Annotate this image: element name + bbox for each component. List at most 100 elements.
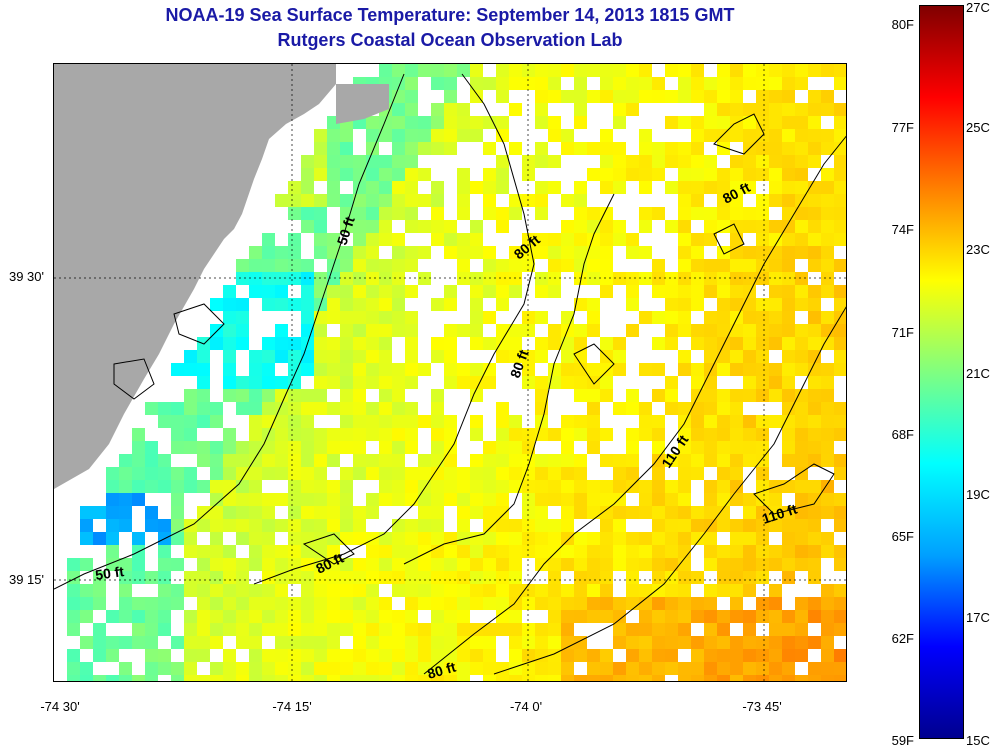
sst-pixel: [353, 376, 366, 389]
sst-pixel: [509, 480, 522, 493]
sst-pixel: [275, 623, 288, 636]
sst-pixel: [444, 103, 457, 116]
sst-pixel: [808, 142, 821, 155]
sst-pixel: [106, 545, 119, 558]
sst-pixel: [288, 454, 301, 467]
sst-pixel: [262, 571, 275, 584]
sst-pixel: [574, 376, 587, 389]
sst-pixel: [223, 298, 236, 311]
sst-pixel: [691, 285, 704, 298]
sst-pixel: [444, 90, 457, 103]
sst-pixel: [652, 207, 665, 220]
sst-pixel: [730, 532, 743, 545]
sst-pixel: [392, 519, 405, 532]
sst-pixel: [340, 493, 353, 506]
sst-pixel: [379, 168, 392, 181]
sst-pixel: [392, 324, 405, 337]
sst-pixel: [821, 168, 834, 181]
sst-pixel: [600, 532, 613, 545]
sst-pixel: [587, 363, 600, 376]
sst-pixel: [470, 324, 483, 337]
sst-pixel: [548, 324, 561, 337]
sst-pixel: [197, 454, 210, 467]
sst-pixel: [275, 649, 288, 662]
sst-pixel: [639, 623, 652, 636]
sst-pixel: [301, 623, 314, 636]
sst-pixel: [561, 584, 574, 597]
sst-pixel: [626, 675, 639, 681]
sst-pixel: [613, 467, 626, 480]
sst-pixel: [691, 571, 704, 584]
sst-pixel: [392, 155, 405, 168]
sst-pixel: [301, 519, 314, 532]
sst-pixel: [548, 584, 561, 597]
sst-pixel: [314, 584, 327, 597]
sst-pixel: [366, 194, 379, 207]
sst-pixel: [353, 441, 366, 454]
sst-pixel: [379, 311, 392, 324]
sst-pixel: [418, 623, 431, 636]
sst-pixel: [275, 467, 288, 480]
sst-pixel: [483, 480, 496, 493]
sst-pixel: [743, 64, 756, 77]
sst-pixel: [821, 623, 834, 636]
sst-pixel: [522, 597, 535, 610]
sst-map[interactable]: 50 ft 80 ft 80 ft 80 ft 110 ft 110 ft 50…: [53, 63, 847, 682]
sst-pixel: [132, 610, 145, 623]
sst-pixel: [340, 480, 353, 493]
sst-pixel: [509, 77, 522, 90]
sst-pixel: [613, 675, 626, 681]
sst-pixel: [821, 259, 834, 272]
sst-pixel: [678, 532, 691, 545]
sst-pixel: [548, 246, 561, 259]
sst-pixel: [197, 480, 210, 493]
sst-pixel: [795, 506, 808, 519]
sst-pixel: [431, 194, 444, 207]
sst-pixel: [236, 272, 249, 285]
sst-pixel: [600, 428, 613, 441]
sst-pixel: [236, 480, 249, 493]
sst-pixel: [717, 116, 730, 129]
sst-pixel: [418, 220, 431, 233]
sst-pixel: [587, 610, 600, 623]
sst-pixel: [379, 350, 392, 363]
sst-pixel: [158, 662, 171, 675]
sst-pixel: [366, 285, 379, 298]
sst-pixel: [470, 636, 483, 649]
sst-pixel: [457, 129, 470, 142]
sst-pixel: [275, 493, 288, 506]
sst-pixel: [821, 610, 834, 623]
sst-pixel: [340, 675, 353, 681]
sst-pixel: [431, 298, 444, 311]
sst-pixel: [730, 558, 743, 571]
sst-pixel: [405, 610, 418, 623]
sst-pixel: [301, 298, 314, 311]
sst-pixel: [626, 155, 639, 168]
sst-pixel: [431, 545, 444, 558]
sst-pixel: [249, 506, 262, 519]
sst-pixel: [314, 571, 327, 584]
sst-pixel: [613, 519, 626, 532]
sst-pixel: [509, 454, 522, 467]
sst-pixel: [275, 415, 288, 428]
sst-pixel: [496, 272, 509, 285]
sst-pixel: [574, 90, 587, 103]
sst-pixel: [353, 623, 366, 636]
sst-pixel: [496, 77, 509, 90]
sst-pixel: [717, 415, 730, 428]
sst-pixel: [821, 324, 834, 337]
sst-pixel: [574, 103, 587, 116]
sst-pixel: [730, 207, 743, 220]
sst-pixel: [548, 233, 561, 246]
sst-pixel: [392, 584, 405, 597]
sst-pixel: [574, 233, 587, 246]
sst-pixel: [834, 129, 846, 142]
sst-pixel: [782, 363, 795, 376]
sst-pixel: [392, 142, 405, 155]
sst-pixel: [834, 155, 846, 168]
sst-pixel: [509, 571, 522, 584]
sst-pixel: [769, 285, 782, 298]
sst-pixel: [795, 181, 808, 194]
sst-pixel: [366, 259, 379, 272]
sst-pixel: [730, 324, 743, 337]
